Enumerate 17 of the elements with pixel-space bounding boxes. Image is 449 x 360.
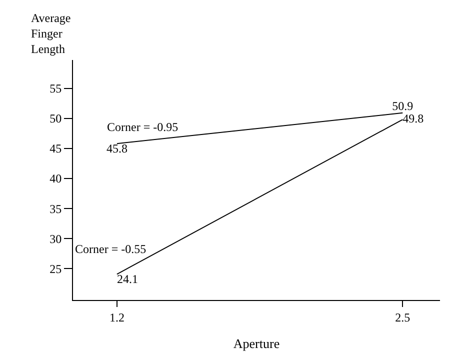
y-tick-label: 45 bbox=[50, 142, 62, 156]
data-label: 45.8 bbox=[106, 142, 128, 156]
x-axis-title: Aperture bbox=[233, 336, 280, 351]
series-label: Corner = -0.95 bbox=[107, 120, 178, 134]
data-label: 49.8 bbox=[402, 112, 424, 126]
y-tick-label: 30 bbox=[50, 232, 62, 246]
series-label: Corner = -0.55 bbox=[75, 242, 146, 256]
data-label: 24.1 bbox=[116, 272, 138, 286]
y-tick-label: 50 bbox=[50, 112, 62, 126]
y-axis-title: Average Finger Length bbox=[31, 11, 71, 56]
y-tick-label: 25 bbox=[50, 262, 62, 276]
data-label: 50.9 bbox=[392, 98, 414, 113]
y-tick-label: 35 bbox=[50, 202, 62, 216]
x-tick-label: 1.2 bbox=[109, 310, 124, 324]
x-tick-label: 2.5 bbox=[395, 310, 410, 324]
y-tick-label: 55 bbox=[50, 81, 62, 96]
y-tick-label: 40 bbox=[50, 172, 62, 186]
